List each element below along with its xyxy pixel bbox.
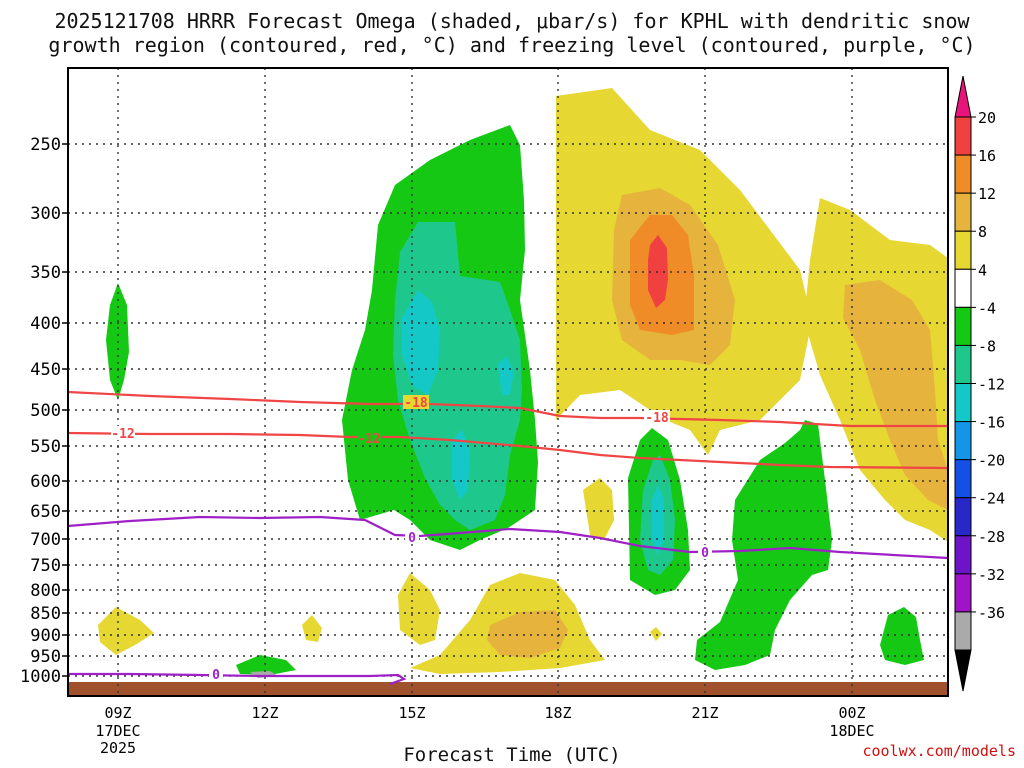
chart-title-line1: 2025121708 HRRR Forecast Omega (shaded, … [54,9,970,33]
shade-green-22z [695,420,832,670]
colorbar: 20 16 12 8 4 -4 -8 -12 -16 -20 -24 -28 -32 -36 [954,75,1005,692]
x-tick-label: 18Z [544,704,571,722]
shade-cyan-right [498,356,514,395]
y-tick-label: 350 [30,263,61,283]
shade-gold-low [487,610,568,658]
colorbar-label: -36 [978,604,1005,622]
colorbar-band [954,344,972,384]
x-tick-sublabel: 2025 [100,739,136,757]
y-tick-label: 450 [30,360,61,380]
chart-title-line2: growth region (contoured, red, °C) and f… [48,33,976,57]
shade-gold-right [843,280,948,510]
colorbar-band [954,459,972,499]
y-tick-label: 1000 [20,667,61,687]
y-tick-label: 250 [30,135,61,155]
colorbar-arrow-top [954,75,972,118]
y-tick-label: 550 [30,437,61,457]
colorbar-label: -20 [978,452,1005,470]
colorbar-band [954,154,972,194]
shade-yellow-low-09z [98,607,154,655]
x-tick-sublabel: 18DEC [829,722,874,740]
y-tick-label: 750 [30,556,61,576]
y-tick-label: 500 [30,401,61,421]
contour-freezing-upper [67,515,949,560]
x-tick-label: 21Z [691,704,718,722]
contour-label-zero-a: 0 [408,531,416,546]
plot-frame [67,67,949,697]
y-tick-label: 650 [30,502,61,522]
credit-link[interactable]: coolwx.com/models [862,742,1016,760]
colorbar-label: 4 [978,261,987,279]
colorbar-band [954,192,972,232]
colorbar-band [954,535,972,575]
x-tick-label: 12Z [251,704,278,722]
y-tick-label: 900 [30,626,61,646]
shade-cyan-20z [652,485,664,555]
y-tick-label: 600 [30,472,61,492]
contour-label-minus12-a: -12 [111,427,134,442]
shade-yellow-low-15z [398,573,440,645]
y-tick-label: 400 [30,314,61,334]
contour-minus18 [67,390,948,428]
x-axis-title: Forecast Time (UTC) [403,744,621,766]
y-tick-label: 700 [30,530,61,550]
colorbar-label: 20 [978,109,996,127]
colorbar-band [954,268,972,308]
contour-label-zero-c: 0 [212,668,220,683]
x-tick-label: 09Z [104,704,131,722]
colorbar-band [954,421,972,461]
shade-cyan-mid [452,430,470,500]
colorbar-label: 16 [978,147,996,165]
colorbar-label: -12 [978,376,1005,394]
colorbar-label: -8 [978,337,996,355]
y-tick-label: 800 [30,581,61,601]
contour-label-zero-b: 0 [701,546,709,561]
contour-label-minus12-b: -12 [357,432,380,447]
contour-minus12 [67,431,949,470]
shade-red-core [648,235,668,308]
y-tick-label: 850 [30,604,61,624]
colorbar-band [954,306,972,346]
colorbar-label: -4 [978,299,996,317]
ground-surface [68,682,948,696]
colorbar-label: -28 [978,528,1005,546]
contour-freezing-low [68,672,407,686]
colorbar-band [954,573,972,613]
x-tick-label: 15Z [398,704,425,722]
colorbar-label: -32 [978,566,1005,584]
x-tick-label: 00Z [838,704,865,722]
shade-green-12z [236,655,296,675]
colorbar-band [954,611,972,651]
shade-yellow-mid-19z [583,478,614,540]
y-axis-ticks: 2503003504004505005506006507007508008509… [20,135,68,687]
colorbar-label: 8 [978,223,987,241]
shade-yellow-spot-20z [650,627,662,641]
colorbar-band [954,497,972,537]
colorbar-band [954,383,972,423]
colorbar-label: -16 [978,414,1005,432]
colorbar-label: 12 [978,185,996,203]
colorbar-band [954,230,972,270]
x-tick-sublabel: 17DEC [95,722,140,740]
y-tick-label: 950 [30,647,61,667]
y-tick-label: 300 [30,204,61,224]
contour-label-minus18-b: -18 [645,411,669,426]
shade-green-02z [880,607,924,665]
colorbar-band [954,116,972,156]
contour-labels: -18 -18 -12 -12 0 0 0 [111,395,712,683]
colorbar-label: -24 [978,490,1005,508]
colorbar-arrow-bottom [954,649,972,692]
contour-label-minus18-a: -18 [404,396,428,411]
